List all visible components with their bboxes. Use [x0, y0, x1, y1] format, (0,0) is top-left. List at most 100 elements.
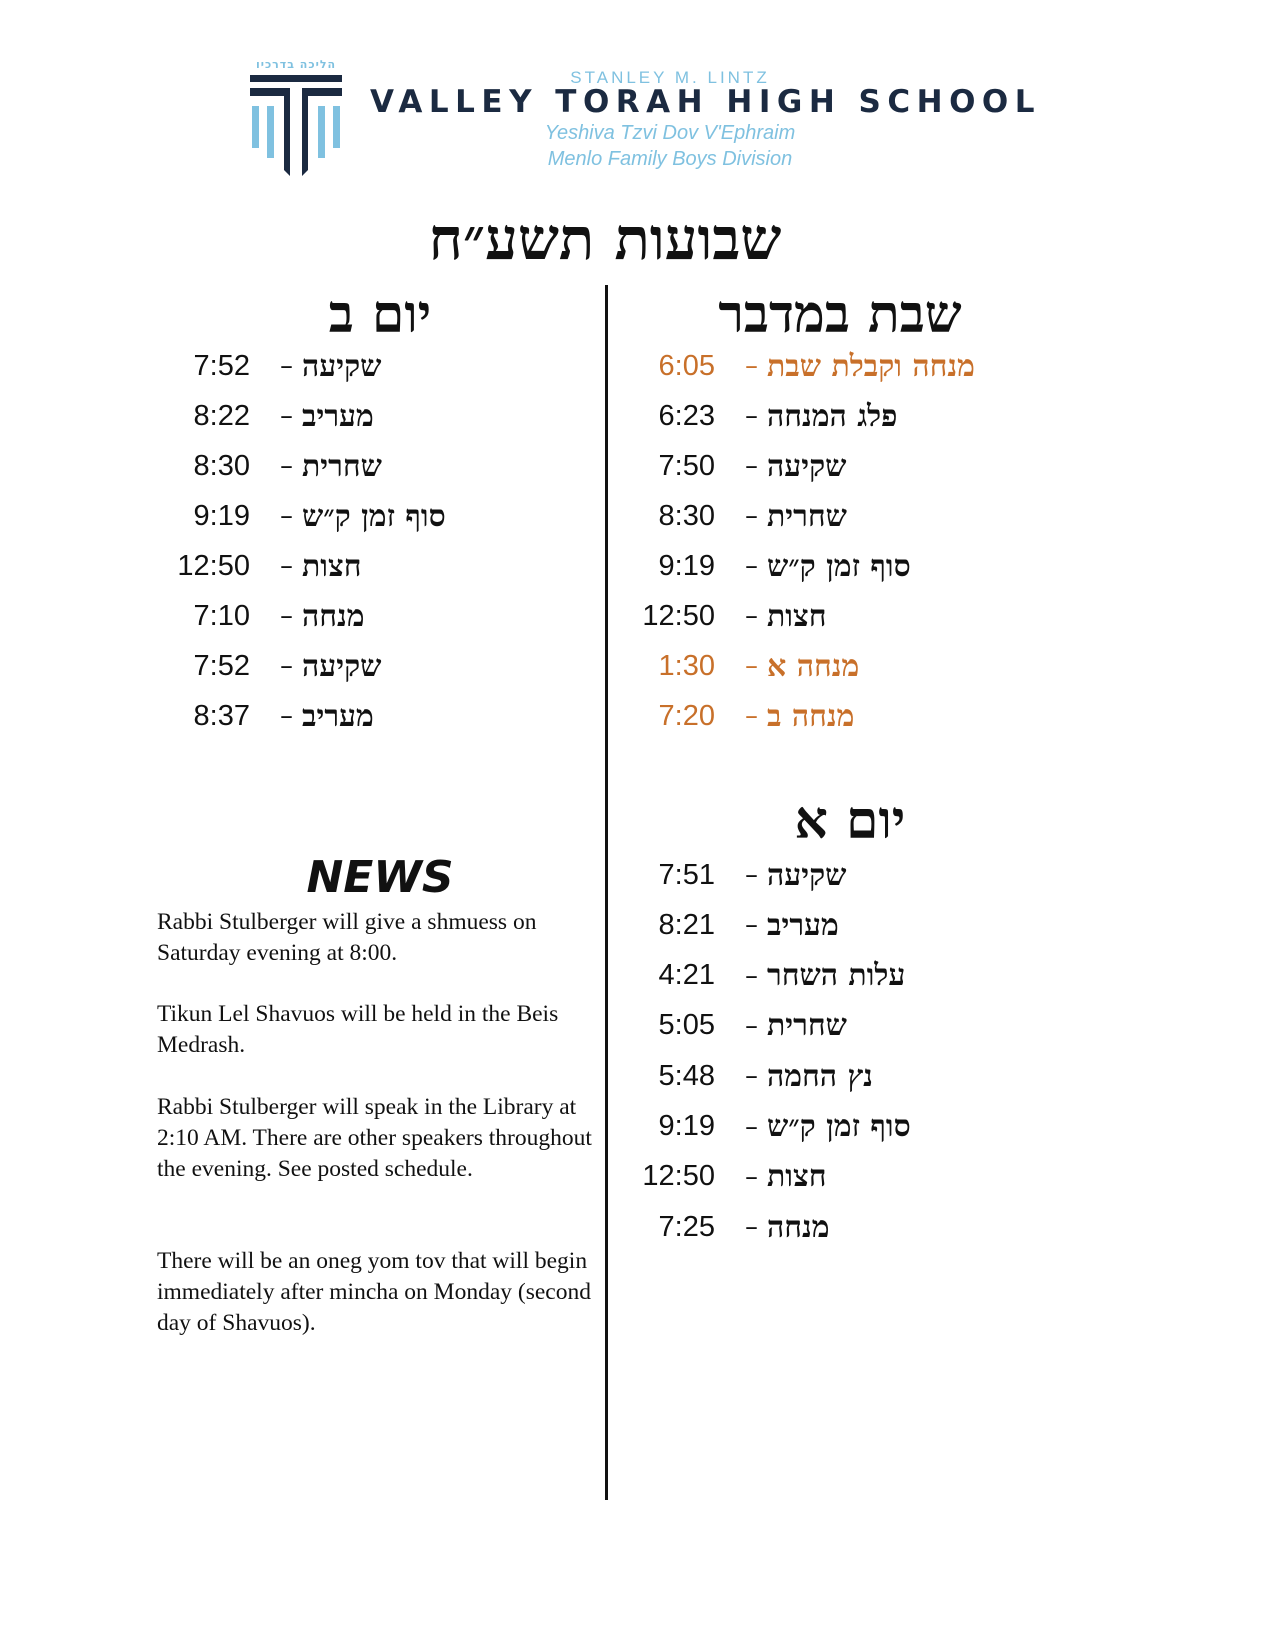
time: 7:10 [193, 599, 250, 632]
prayer-label: מעריב [302, 398, 374, 434]
yom-beis-schedule-row: 8:37– מעריב [130, 696, 374, 736]
prayer-label: סוף זמן ק״ש [767, 1109, 911, 1144]
time: 8:30 [658, 499, 715, 532]
shabbos-schedule-row: 7:50– שקיעה [595, 446, 847, 486]
yom-alef-schedule-row: 7:51– שקיעה [595, 855, 847, 895]
time: 6:23 [658, 399, 715, 432]
yom-alef-schedule-row: 9:19– סוף זמן ק״ש [595, 1107, 911, 1147]
time: 7:52 [193, 649, 250, 682]
yom-beis-schedule-row: 7:10– מנחה [130, 596, 365, 636]
prayer-label: פלג המנחה [767, 398, 898, 434]
yom-alef-schedule-row: 7:25– מנחה [595, 1207, 830, 1247]
subtitle-yeshiva: Yeshiva Tzvi Dov V'Ephraim [544, 122, 796, 144]
dash: – [745, 1161, 758, 1192]
dash: – [280, 551, 293, 581]
prayer-label: חצות [302, 548, 362, 584]
dash: – [280, 701, 293, 731]
shabbos-schedule-row: 6:05– מנחה וקבלת שבת [595, 346, 975, 386]
time: 8:37 [193, 699, 250, 732]
time: 1:30 [658, 649, 715, 682]
dash: – [745, 451, 758, 481]
shabbos-schedule-row: 7:20– מנחה ב [595, 696, 855, 736]
time: 12:50 [642, 599, 715, 632]
dash: – [280, 651, 293, 681]
yom-alef-schedule-row: 8:21– מעריב [595, 905, 839, 945]
pre-title: STANLEY M. LINTZ [570, 68, 770, 87]
yom-beis-schedule-row: 7:52– שקיעה [130, 346, 382, 386]
prayer-label: מנחה א [767, 648, 860, 684]
yom-alef-schedule-row: 5:05– שחרית [595, 1006, 847, 1046]
prayer-label: נץ החמה [767, 1058, 873, 1094]
prayer-label: שקיעה [767, 448, 847, 484]
dash: – [745, 551, 758, 581]
time: 7:52 [193, 349, 250, 382]
news-item: Tikun Lel Shavuos will be held in the Be… [157, 1001, 559, 1058]
yom-beis-schedule-row: 8:30– שחרית [130, 446, 382, 486]
dash: – [745, 1212, 758, 1243]
dash: – [745, 401, 758, 431]
prayer-label: מנחה [302, 598, 365, 634]
dash: – [745, 910, 758, 941]
dash: – [745, 351, 758, 381]
prayer-label: סוף זמן ק״ש [302, 498, 446, 534]
time: 12:50 [642, 1160, 715, 1193]
prayer-label: מנחה וקבלת שבת [767, 348, 975, 384]
subtitle-division: Menlo Family Boys Division [547, 148, 793, 170]
yom-beis-schedule-row: 8:22– מעריב [130, 396, 374, 436]
shabbos-schedule-row: 9:19– סוף זמן ק״ש [595, 546, 911, 586]
yom-beis-schedule-row: 9:19– סוף זמן ק״ש [130, 496, 446, 536]
time: 5:48 [658, 1059, 715, 1092]
prayer-label: חצות [767, 1159, 827, 1195]
dash: – [745, 501, 758, 531]
time: 4:21 [658, 959, 715, 992]
school-name: VALLEY TORAH HIGH SCHOOL [370, 84, 1042, 120]
time: 9:19 [658, 1110, 715, 1142]
time: 12:50 [177, 549, 250, 582]
news-item: Rabbi Stulberger will give a shmuess on … [157, 909, 537, 966]
time: 9:19 [193, 499, 250, 532]
prayer-label: שקיעה [302, 348, 382, 384]
dash: – [280, 601, 293, 631]
news-heading: NEWS [306, 852, 454, 903]
yom-beis-schedule-row: 12:50– חצות [130, 546, 361, 586]
dash: – [745, 1061, 758, 1092]
page-title: שבועות תשע״ח [428, 205, 782, 273]
time: 9:19 [658, 549, 715, 582]
yom-beis-schedule-row: 7:52– שקיעה [130, 646, 382, 686]
time: 7:20 [658, 699, 715, 732]
shabbos-schedule-row: 6:23– פלג המנחה [595, 396, 898, 436]
time: 8:21 [658, 908, 715, 941]
dash: – [280, 351, 293, 381]
dash: – [280, 501, 293, 531]
yom-alef-schedule-row: 5:48– נץ החמה [595, 1056, 873, 1096]
dash: – [745, 651, 758, 681]
prayer-label: שקיעה [767, 857, 847, 893]
prayer-label: מנחה [767, 1209, 830, 1245]
prayer-label: סוף זמן ק״ש [767, 548, 911, 584]
prayer-label: מעריב [302, 698, 374, 734]
yom-alef-schedule-row: 12:50– חצות [595, 1157, 826, 1197]
shabbos-schedule-row: 12:50– חצות [595, 596, 826, 636]
time: 7:50 [658, 449, 715, 482]
shabbos-heading: שבת במדבר [718, 284, 962, 345]
logo-hebrew-motto: הליכה בדרכיו [255, 58, 337, 71]
dash: – [745, 960, 758, 991]
dash: – [745, 1111, 758, 1142]
shabbos-schedule-row: 8:30– שחרית [595, 496, 847, 536]
dash: – [745, 701, 758, 731]
time: 7:51 [658, 858, 715, 891]
dash: – [745, 601, 758, 631]
yom-alef-heading: יום א [794, 790, 906, 851]
dash: – [280, 451, 293, 481]
time: 5:05 [658, 1009, 715, 1042]
prayer-label: מנחה ב [767, 698, 855, 734]
column-divider [605, 285, 608, 1500]
prayer-label: מעריב [767, 907, 839, 943]
time: 7:25 [658, 1210, 715, 1243]
prayer-label: חצות [767, 598, 827, 634]
prayer-label: שחרית [767, 498, 847, 534]
school-logo-icon [250, 75, 342, 176]
prayer-label: שקיעה [302, 648, 382, 684]
time: 6:05 [658, 349, 715, 382]
shabbos-schedule-row: 1:30– מנחה א [595, 646, 860, 686]
